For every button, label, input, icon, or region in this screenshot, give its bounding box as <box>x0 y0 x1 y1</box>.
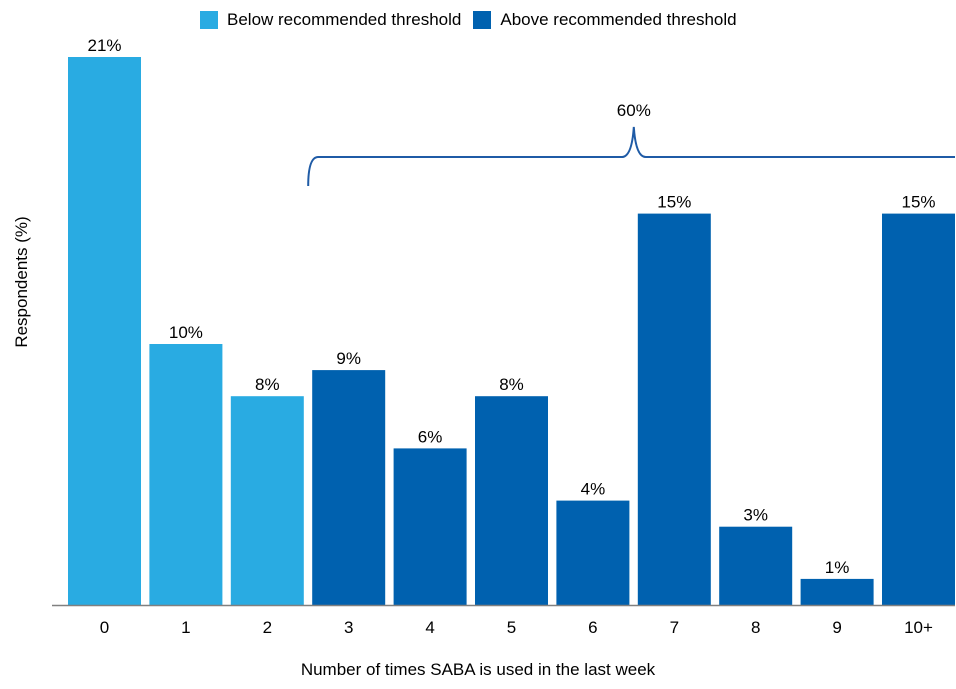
data-label-9: 1% <box>825 558 850 577</box>
annotation-label: 60% <box>617 101 651 120</box>
x-tick-label-3: 3 <box>344 618 353 637</box>
x-tick-label-10plus: 10+ <box>904 618 933 637</box>
data-label-7: 15% <box>657 193 691 212</box>
legend-swatch-above <box>473 11 492 29</box>
bar-10plus <box>882 213 955 605</box>
y-axis-label: Respondents (%) <box>12 216 31 348</box>
x-tick-label-9: 9 <box>832 618 841 637</box>
legend-item-below: Below recommended threshold <box>200 10 461 30</box>
annotation-brace <box>307 126 955 187</box>
data-label-5: 8% <box>499 375 524 394</box>
bar-3 <box>312 370 386 605</box>
x-tick-label-2: 2 <box>263 618 272 637</box>
bar-7 <box>637 213 711 605</box>
bar-2 <box>230 396 304 605</box>
data-label-3: 9% <box>336 349 361 368</box>
x-tick-label-7: 7 <box>670 618 679 637</box>
bar-1 <box>149 344 223 605</box>
legend: Below recommended threshold Above recomm… <box>200 10 749 30</box>
data-label-2: 8% <box>255 375 280 394</box>
data-labels-group: 21% 10% 8% 9% 6% 8% 4% 15% 3% 1% 15% <box>87 36 935 577</box>
legend-item-above: Above recommended threshold <box>473 10 737 30</box>
bar-9 <box>800 578 874 605</box>
bar-6 <box>556 500 630 605</box>
bar-8 <box>719 526 793 605</box>
data-label-1: 10% <box>169 323 203 342</box>
x-tick-label-6: 6 <box>588 618 597 637</box>
bar-0 <box>68 57 141 605</box>
bar-5 <box>475 396 548 605</box>
legend-label-below: Below recommended threshold <box>227 10 462 29</box>
x-tick-label-5: 5 <box>507 618 516 637</box>
x-tick-label-8: 8 <box>751 618 760 637</box>
bars-group <box>68 57 955 605</box>
x-axis-label: Number of times SABA is used in the last… <box>300 660 656 679</box>
data-label-8: 3% <box>743 506 768 525</box>
bar-4 <box>393 448 467 605</box>
x-tick-label-0: 0 <box>100 618 109 637</box>
x-tick-label-1: 1 <box>181 618 190 637</box>
x-tick-labels-group: 0 1 2 3 4 5 6 7 8 9 10+ <box>100 618 933 637</box>
data-label-4: 6% <box>418 427 443 446</box>
x-tick-label-4: 4 <box>425 618 434 637</box>
legend-swatch-below <box>200 11 218 29</box>
data-label-6: 4% <box>581 480 606 499</box>
legend-label-above: Above recommended threshold <box>500 10 737 29</box>
data-label-10plus: 15% <box>901 193 935 212</box>
data-label-0: 21% <box>87 36 121 55</box>
